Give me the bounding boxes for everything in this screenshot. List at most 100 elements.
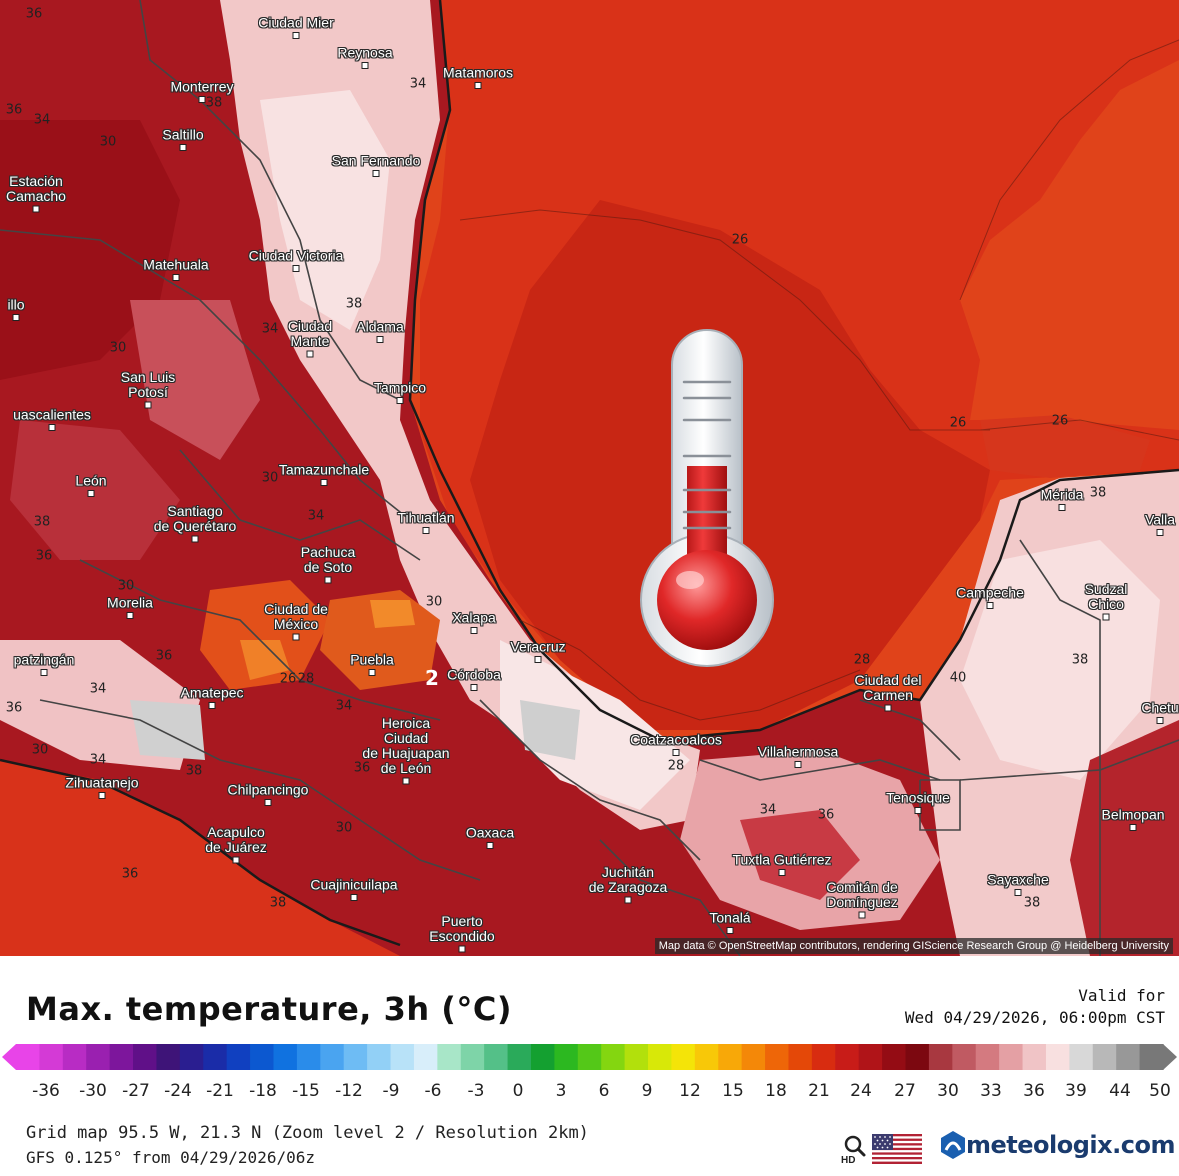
scale-swatch [437,1044,462,1070]
city-label-ciudad-del-carmen: Ciudad del Carmen [854,672,922,703]
isoline-label: 30 [261,470,279,486]
scale-swatch [320,1044,345,1070]
city-label-tonala: Tonalá [709,909,751,926]
city-dot-estacion-camacho [32,205,40,213]
scale-tick-label: 39 [1065,1081,1087,1101]
city-label-cdmx: Ciudad de México [264,601,328,632]
isoline-label: 34 [335,698,353,714]
city-dot-matamoros [474,82,482,89]
hd-zoom-icon[interactable] [842,1134,868,1160]
meteologix-logo[interactable]: meteologix.com [940,1130,1175,1160]
temperature-map[interactable]: Ciudad Mier Reynosa Matamoros Monterrey Salt… [0,0,1179,956]
city-dot-reynosa [361,62,369,69]
meteologix-logo-icon [941,1131,965,1159]
city-dot-acapulco [232,856,240,864]
city-dot-aldama [376,336,384,343]
scale-tick-label: -30 [79,1081,107,1101]
city-label-belmopan: Belmopan [1101,806,1165,823]
city-label-illo: illo [7,296,25,313]
scale-swatch [624,1044,649,1070]
isoline-label: 38 [1089,485,1107,501]
city-dot-cdmx [292,633,300,641]
city-dot-saltillo [179,144,187,151]
scale-arrow-left [2,1044,16,1070]
city-dot-ciudad-mante [306,350,314,358]
city-label-zihuatanejo: Zihuatanejo [65,774,139,791]
scale-swatch [86,1044,111,1070]
city-label-sudzal-chico: Sudzal Chico [1084,581,1128,612]
city-dot-cordoba [470,684,478,691]
city-dot-sudzal-chico [1102,613,1110,621]
city-dot-illo [12,314,20,321]
scale-swatch [484,1044,509,1070]
legend-title: Max. temperature, 3h (°C) [26,990,512,1028]
scale-swatch [1045,1044,1070,1070]
scale-tick-label: -12 [335,1081,363,1101]
city-dot-tenosique [914,807,922,814]
scale-swatch [905,1044,930,1070]
city-label-sayaxche: Sayaxche [987,871,1049,888]
scale-swatch [882,1044,907,1070]
isoline-label: 36 [35,548,53,564]
isoline-label: 36 [5,700,23,716]
scale-swatch [109,1044,134,1070]
scale-tick-label: 24 [850,1081,872,1101]
map-attribution[interactable]: Map data © OpenStreetMap contributors, r… [654,938,1173,954]
city-label-leon: León [75,472,107,489]
city-dot-comitan [858,911,866,919]
scale-swatch [601,1044,626,1070]
city-dot-monterrey [198,96,206,103]
scale-swatch [1092,1044,1117,1070]
city-label-morelia: Morelia [107,594,153,611]
scale-tick-label: 9 [641,1081,653,1101]
city-dot-villahermosa [794,761,802,768]
scale-swatch [788,1044,813,1070]
city-dot-amatepec [208,702,216,709]
isoline-label: 2 [425,666,439,690]
scale-swatch [133,1044,158,1070]
isoline-label: 36 [25,6,43,22]
city-dot-campeche [986,602,994,609]
isoline-label: 34 [759,802,777,818]
city-dot-oaxaca [486,842,494,849]
isoline-label: 30 [117,578,135,594]
city-label-matamoros: Matamoros [442,64,514,81]
city-dot-ciudad-victoria [292,265,300,272]
scale-tick-label: 3 [555,1081,567,1101]
isoline-label: 36 [353,760,371,776]
scale-swatch [554,1044,579,1070]
isoline-label: 36 [121,866,139,882]
scale-swatch [296,1044,321,1070]
isoline-label: 30 [335,820,353,836]
scale-swatch [1022,1044,1047,1070]
city-dot-sayaxche [1014,889,1022,896]
city-dot-queretaro [191,535,199,543]
city-label-ciudad-mante: Ciudad Mante [287,318,333,349]
grid-info: Grid map 95.5 W, 21.3 N (Zoom level 2 / … [26,1123,589,1143]
isoline-label: 36 [5,102,23,118]
scale-swatch [367,1044,392,1070]
us-flag-icon[interactable] [872,1134,922,1164]
city-label-puebla: Puebla [350,651,394,668]
city-label-apatzingan: patzingán [13,651,75,668]
map-base [0,0,1179,956]
city-dot-puebla [368,669,376,676]
isoline-label: 30 [99,134,117,150]
isoline-label: 36 [155,648,173,664]
scale-tick-label: -15 [292,1081,320,1101]
city-label-tamazunchale: Tamazunchale [278,461,370,478]
city-dot-san-fernando [372,170,380,177]
scale-swatch [62,1044,87,1070]
scale-swatch [39,1044,64,1070]
valid-time: Wed 04/29/2026, 06:00pm CST [904,1008,1165,1027]
city-dot-chilpancingo [264,799,272,806]
scale-swatch [648,1044,673,1070]
scale-swatch [1069,1044,1094,1070]
isoline-label: 38 [1071,652,1089,668]
scale-swatch [718,1044,743,1070]
scale-arrow-right [1163,1044,1177,1070]
isoline-label: 26 [731,232,749,248]
city-dot-morelia [126,612,134,619]
city-label-valladolid: Valla [1144,511,1176,528]
city-label-chilpancingo: Chilpancingo [227,781,309,798]
